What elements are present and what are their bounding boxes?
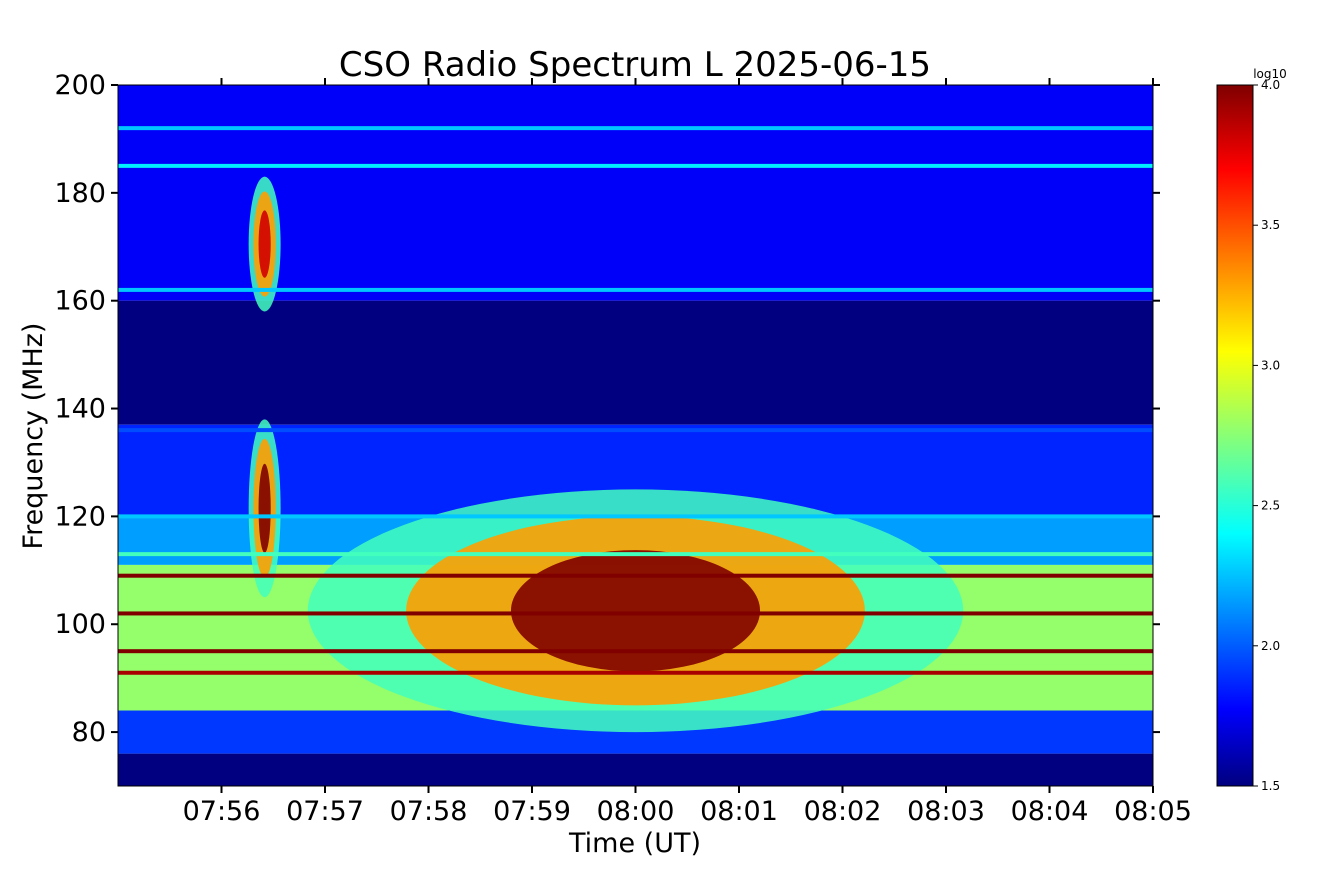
x-tick-label-2: 07:58	[390, 796, 468, 827]
interference-line-4	[118, 552, 1153, 557]
colorbar-ticks: 1.5 2.0 2.5 3.0 3.5 4.0	[1253, 78, 1280, 793]
interference-line-7	[118, 287, 1153, 292]
interference-line-2	[118, 649, 1153, 654]
burst-1-core	[258, 463, 271, 553]
interference-line-0	[118, 573, 1153, 578]
y-tick-label-1: 100	[54, 609, 106, 640]
interference-line-8	[118, 428, 1153, 433]
interference-line-5	[118, 126, 1153, 131]
burst-1	[248, 419, 281, 598]
background-band-6	[118, 753, 1153, 786]
y-axis: 80 100 120 140 160 180 200	[54, 70, 1160, 748]
burst-2	[307, 489, 964, 733]
x-tick-label-6: 08:02	[804, 796, 882, 827]
y-axis-label: Frequency (MHz)	[18, 323, 49, 550]
y-tick-label-2: 120	[54, 501, 106, 532]
x-tick-label-7: 08:03	[907, 796, 985, 827]
colorbar-tick-label-0: 1.5	[1261, 779, 1280, 793]
burst-0	[248, 176, 281, 312]
x-axis-label: Time (UT)	[568, 828, 701, 859]
colorbar-tick-label-4: 3.5	[1261, 218, 1280, 232]
x-tick-label-0: 07:56	[183, 796, 261, 827]
interference-line-9	[118, 514, 1153, 519]
plot-area	[118, 85, 1153, 786]
y-tick-label-5: 180	[54, 178, 106, 209]
x-tick-label-9: 08:05	[1114, 796, 1192, 827]
interference-line-1	[118, 611, 1153, 616]
colorbar-tick-label-2: 2.5	[1261, 499, 1280, 513]
colorbar-tick-label-1: 2.0	[1261, 639, 1280, 653]
background-band-1	[118, 300, 1153, 425]
x-tick-label-8: 08:04	[1011, 796, 1089, 827]
x-tick-label-1: 07:57	[286, 796, 364, 827]
y-tick-label-6: 200	[54, 70, 106, 101]
colorbar-label: log10	[1253, 67, 1287, 81]
burst-0-core	[258, 210, 271, 278]
y-tick-label-4: 160	[54, 286, 106, 317]
background-band-0	[118, 85, 1153, 301]
x-tick-label-5: 08:01	[700, 796, 778, 827]
colorbar-gradient	[1216, 84, 1254, 787]
colorbar-tick-label-5: 4.0	[1261, 78, 1280, 92]
x-axis: 07:56 07:57 07:58 07:59 08:00 08:01 08:02 08:03…	[183, 78, 1192, 827]
interference-line-3	[118, 670, 1153, 675]
colorbar-tick-label-3: 3.0	[1261, 358, 1280, 372]
y-tick-label-0: 80	[72, 717, 106, 748]
x-tick-label-4: 08:00	[597, 796, 675, 827]
burst-2-core	[510, 550, 761, 672]
colorbar: log10 1.5 2.0 2.5 3.0 3.5 4.0	[1216, 67, 1287, 793]
x-tick-label-3: 07:59	[493, 796, 571, 827]
y-tick-label-3: 140	[54, 394, 106, 425]
interference-line-6	[118, 163, 1153, 168]
